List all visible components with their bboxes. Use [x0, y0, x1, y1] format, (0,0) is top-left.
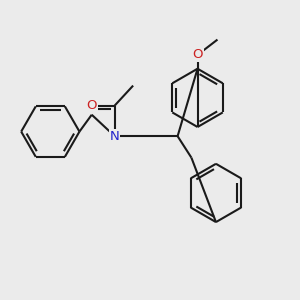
- Text: N: N: [110, 130, 120, 143]
- Text: O: O: [86, 99, 97, 112]
- Text: O: O: [192, 48, 203, 62]
